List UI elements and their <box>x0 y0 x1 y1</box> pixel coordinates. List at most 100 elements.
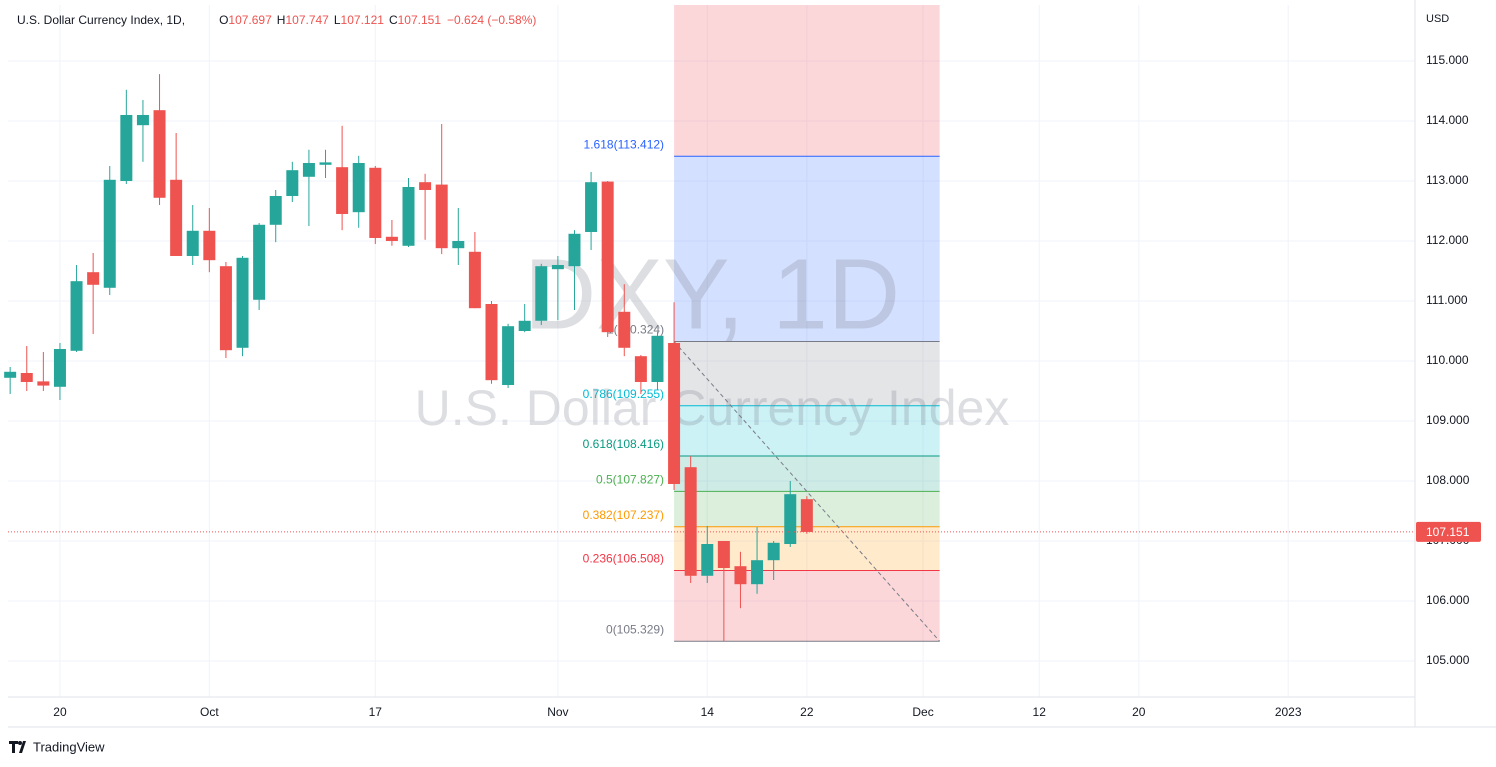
fib-trend-line <box>673 341 941 642</box>
candle-body <box>452 240 465 249</box>
brand-name: TradingView <box>33 739 105 754</box>
candle-body <box>286 170 299 196</box>
fib-zone <box>674 405 940 457</box>
x-tick-label: 20 <box>53 705 67 719</box>
candle-body <box>717 540 730 568</box>
y-tick-label: 111.000 <box>1426 293 1468 307</box>
fib-level-label: 0.786(109.255) <box>583 387 664 401</box>
x-tick-label: Dec <box>912 705 933 719</box>
y-tick-label: 109.000 <box>1426 413 1470 427</box>
fib-level-label: 0(105.329) <box>606 622 664 636</box>
candle-body <box>618 311 631 348</box>
candle-body <box>751 560 764 585</box>
legend-title: U.S. Dollar Currency Index, 1D, <box>17 13 185 27</box>
y-tick-label: 108.000 <box>1426 473 1470 487</box>
candle-body <box>120 114 133 181</box>
candle-body <box>767 542 780 561</box>
candle-body <box>352 162 365 213</box>
candle-body <box>485 303 498 381</box>
candle-body <box>186 230 199 256</box>
x-tick-label: Nov <box>547 705 568 719</box>
watermark: DXY, 1D U.S. Dollar Currency Index <box>415 238 1010 436</box>
fib-level-label: 0.5(107.827) <box>596 473 664 487</box>
legend-value: 107.121 <box>341 13 385 27</box>
axes: 105.000106.000107.000108.000109.000110.0… <box>53 53 1481 719</box>
y-tick-label: 112.000 <box>1426 233 1469 247</box>
candle-body <box>585 182 598 232</box>
x-tick-label: 17 <box>369 705 383 719</box>
candle-body <box>269 195 282 225</box>
legend-key: L <box>334 13 341 27</box>
y-tick-label: 110.000 <box>1426 353 1469 367</box>
legend-header: U.S. Dollar Currency Index, 1D, O107.697 H… <box>17 13 536 27</box>
candle-body <box>136 114 149 126</box>
candle-body <box>784 494 797 544</box>
candle-body <box>53 348 66 387</box>
candle-body <box>369 167 382 238</box>
x-tick-label: 14 <box>701 705 715 719</box>
legend-value: 107.697 <box>228 13 272 27</box>
candle-body <box>87 272 100 285</box>
candle-body <box>651 335 664 382</box>
legend-key: C <box>389 13 398 27</box>
fib-retracement: 0(105.329) 0.236(106.508) 0.382(107.237) 0.… <box>583 5 941 642</box>
candle-body <box>518 320 531 331</box>
candle-body <box>734 566 747 585</box>
legend-key: O <box>219 13 228 27</box>
candle-body <box>502 326 515 385</box>
fib-zone <box>674 570 940 642</box>
watermark-name: U.S. Dollar Currency Index <box>415 380 1010 436</box>
fib-zone <box>674 341 940 406</box>
currency-label: USD <box>1426 13 1449 25</box>
brand-logo: TradingView <box>9 739 105 754</box>
candle-body <box>319 162 332 165</box>
candle-body <box>70 281 83 351</box>
last-price-box <box>1416 521 1481 542</box>
candles <box>4 74 1415 642</box>
candle-body <box>800 499 813 532</box>
candle-body <box>435 184 448 249</box>
candle-body <box>37 381 50 386</box>
candle-body <box>203 230 216 261</box>
candle-body <box>336 167 349 214</box>
candle-body <box>402 186 415 246</box>
candle-body <box>385 236 398 241</box>
x-tick-label: 2023 <box>1275 705 1302 719</box>
candle-body <box>236 257 249 348</box>
fib-extension-zone <box>674 5 940 157</box>
y-tick-label: 115.000 <box>1426 53 1469 67</box>
candle-body <box>468 251 481 309</box>
x-tick-label: 12 <box>1033 705 1047 719</box>
fib-level-label: 0.236(106.508) <box>583 552 664 566</box>
last-price-label: 107.151 <box>1426 525 1470 539</box>
legend-value: 107.747 <box>285 13 329 27</box>
candle-body <box>302 162 315 177</box>
fib-level-label: 0.382(107.237) <box>583 508 664 522</box>
candle-body <box>668 342 681 484</box>
candle-body <box>170 179 183 256</box>
y-tick-label: 105.000 <box>1426 653 1470 667</box>
legend-change: −0.624 (−0.58%) <box>447 13 536 27</box>
watermark-symbol: DXY, 1D <box>524 238 900 350</box>
candle-body <box>4 371 17 378</box>
candle-body <box>419 182 432 190</box>
x-tick-label: Oct <box>200 705 219 719</box>
x-tick-label: 22 <box>800 705 814 719</box>
fib-zone <box>674 456 940 492</box>
fib-zone <box>674 156 940 342</box>
grid <box>8 5 1415 697</box>
candle-body <box>153 110 166 198</box>
legend-value: 107.151 <box>398 13 442 27</box>
candle-body <box>253 224 266 300</box>
candle-body <box>219 266 232 351</box>
candle-body <box>535 266 548 321</box>
x-tick-label: 20 <box>1132 705 1146 719</box>
candle-body <box>634 356 647 382</box>
candle-body <box>684 467 697 576</box>
candle-body <box>20 372 33 382</box>
y-tick-label: 106.000 <box>1426 593 1470 607</box>
candle-body <box>701 543 714 576</box>
candle-body <box>601 181 614 333</box>
brand-icon-dot <box>18 741 22 745</box>
